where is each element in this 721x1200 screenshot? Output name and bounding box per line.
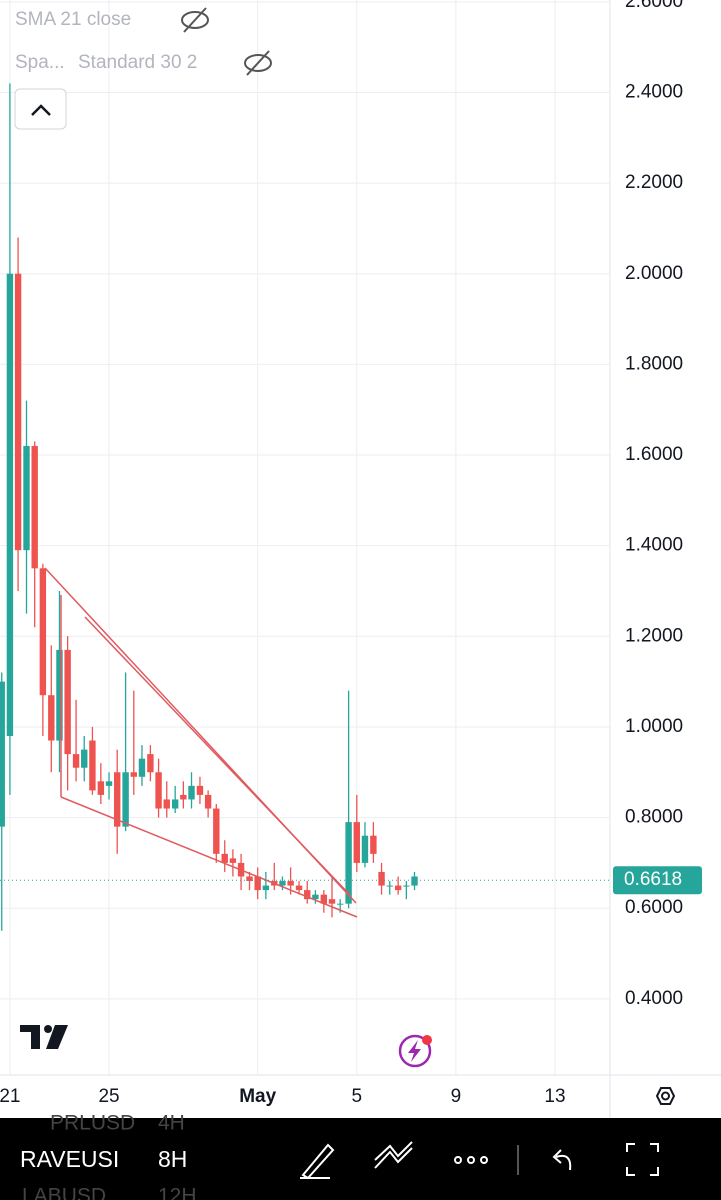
candle-body xyxy=(113,772,121,827)
x-tick-label: May xyxy=(239,1086,276,1107)
candle-body xyxy=(122,772,129,827)
draw-icon[interactable] xyxy=(300,1143,335,1180)
candle-body xyxy=(370,835,377,854)
interval[interactable]: 12H xyxy=(158,1185,197,1200)
last-price-box xyxy=(613,866,702,895)
candle-body xyxy=(394,885,402,891)
candle-body xyxy=(353,822,360,863)
candle-body xyxy=(336,903,344,905)
candle-body xyxy=(254,876,261,891)
candle-body xyxy=(188,785,195,800)
candle-body xyxy=(378,871,385,886)
candle-body xyxy=(279,881,286,886)
interval[interactable]: 4H xyxy=(158,1112,185,1135)
y-tick-label: 0.8000 xyxy=(625,807,683,828)
tv-logo xyxy=(20,1025,68,1049)
candle-body xyxy=(411,876,418,886)
trendline xyxy=(84,616,351,896)
candle-body xyxy=(97,781,105,795)
candle-body xyxy=(130,772,137,777)
candle-body xyxy=(14,273,22,551)
y-tick-label: 1.4000 xyxy=(625,535,683,556)
candle-body xyxy=(213,808,220,854)
toolbar xyxy=(0,1118,721,1200)
candle-body xyxy=(89,740,96,791)
indicator-name: Spa... xyxy=(15,52,65,73)
candle-body xyxy=(163,799,170,809)
candle-body xyxy=(138,758,146,777)
y-tick-label: 0.4000 xyxy=(625,988,683,1009)
candle-body xyxy=(295,885,303,891)
settings-icon[interactable] xyxy=(655,1087,676,1105)
candle-body xyxy=(23,445,30,551)
candles xyxy=(0,83,418,931)
x-tick-label: 25 xyxy=(98,1086,119,1107)
candle-body xyxy=(345,822,352,904)
y-tick-label: 1.0000 xyxy=(625,716,683,737)
candle-body xyxy=(105,781,113,786)
lightning-icon[interactable] xyxy=(398,1034,432,1068)
candle-body xyxy=(196,785,204,795)
candle-body xyxy=(180,794,187,800)
candle-body xyxy=(48,695,55,741)
hide-icon[interactable] xyxy=(181,7,209,33)
x-tick-label: 13 xyxy=(544,1086,565,1107)
candle-body xyxy=(0,681,5,827)
toolbar-icons xyxy=(300,1141,659,1180)
symbol[interactable]: LABUSD xyxy=(22,1185,106,1200)
indicator-settings: Standard 30 2 xyxy=(78,52,197,73)
last-price-label: 0.6618 xyxy=(624,869,682,890)
candle-body xyxy=(72,754,80,768)
y-tick-label: 1.6000 xyxy=(625,444,683,465)
interval[interactable]: 8H xyxy=(158,1146,187,1172)
candle-body xyxy=(204,794,212,809)
y-tick-label: 0.6000 xyxy=(625,897,683,918)
grid xyxy=(0,0,610,1075)
candle-body xyxy=(320,894,328,904)
fullscreen-icon[interactable] xyxy=(626,1143,659,1176)
candle-body xyxy=(171,799,179,809)
y-tick-label: 2.2000 xyxy=(625,172,683,193)
y-tick-label: 2.6000 xyxy=(625,0,683,12)
candle-body xyxy=(246,876,253,882)
x-tick-label: 21 xyxy=(0,1086,20,1107)
candle-body xyxy=(64,649,71,755)
x-tick-label: 9 xyxy=(451,1086,462,1107)
undo-icon[interactable] xyxy=(552,1149,572,1171)
candle-body xyxy=(287,881,294,886)
symbol[interactable]: PRLUSD xyxy=(50,1112,135,1135)
candle-body xyxy=(328,899,336,904)
y-tick-label: 2.0000 xyxy=(625,263,683,284)
y-tick-label: 2.4000 xyxy=(625,81,683,102)
candle-body xyxy=(39,568,47,696)
x-tick-label: 5 xyxy=(351,1086,362,1107)
trendlines xyxy=(44,567,358,918)
candle-body xyxy=(386,885,393,887)
candle-body xyxy=(56,649,63,741)
y-tick-label: 1.8000 xyxy=(625,353,683,374)
candle-body xyxy=(312,894,319,900)
candle-body xyxy=(221,853,228,863)
candle-body xyxy=(262,885,270,891)
candle-body xyxy=(6,273,14,737)
indicator-name: SMA 21 close xyxy=(15,9,131,30)
candle-body xyxy=(229,858,237,863)
more-icon[interactable] xyxy=(454,1156,488,1164)
candle-body xyxy=(361,835,369,863)
collapse-button[interactable] xyxy=(14,88,67,130)
lines-icon[interactable] xyxy=(374,1141,413,1169)
candle-body xyxy=(31,445,38,569)
candle-body xyxy=(155,772,162,809)
symbol[interactable]: RAVEUSI xyxy=(20,1146,119,1172)
trendline xyxy=(60,796,358,918)
y-tick-label: 1.2000 xyxy=(625,625,683,646)
candle-body xyxy=(304,890,311,900)
candle-body xyxy=(403,885,410,887)
hide-icon[interactable] xyxy=(244,50,272,76)
candle-body xyxy=(81,749,88,768)
candle-body xyxy=(147,754,154,773)
